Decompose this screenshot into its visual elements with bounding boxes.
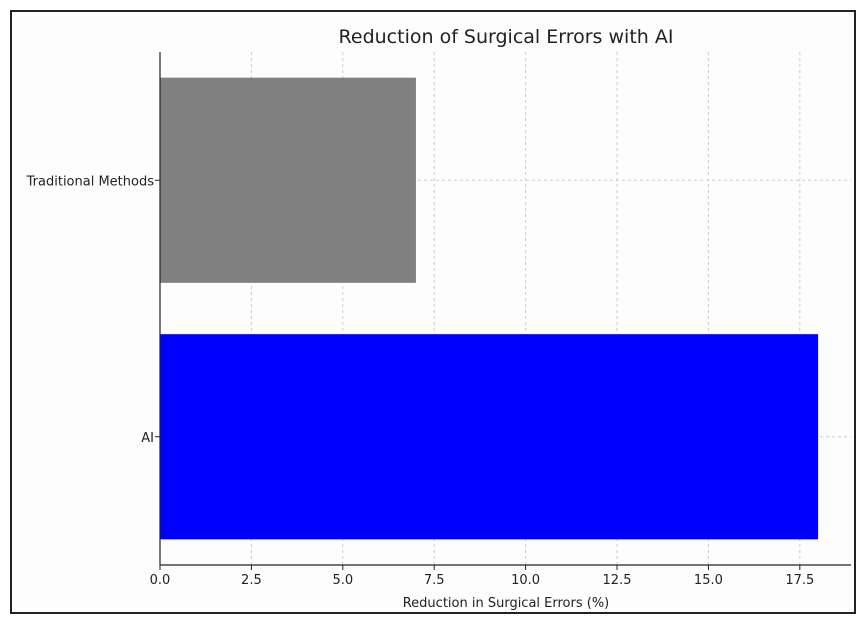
y-ticks: AI Traditional Methods	[26, 174, 160, 446]
y-tick-label: Traditional Methods	[26, 174, 155, 189]
x-tick-label: 7.5	[424, 573, 445, 588]
x-tick-label: 2.5	[241, 573, 262, 588]
bars	[160, 77, 819, 540]
x-tick-label: 0.0	[150, 573, 171, 588]
chart-title: Reduction of Surgical Errors with AI	[339, 26, 674, 48]
x-tick-label: 10.0	[511, 573, 540, 588]
bar-ai	[160, 334, 819, 540]
x-tick-label: 15.0	[694, 573, 723, 588]
x-ticks: 0.0 2.5 5.0 7.5 10.0 12.5 15.0 17.5	[150, 565, 814, 588]
x-axis-label: Reduction in Surgical Errors (%)	[403, 596, 610, 611]
axes	[159, 52, 851, 566]
x-tick-label: 5.0	[332, 573, 353, 588]
x-tick-label: 12.5	[603, 573, 632, 588]
x-tick-label: 17.5	[785, 573, 814, 588]
bar-traditional-methods	[160, 77, 416, 283]
y-tick-label: AI	[141, 431, 154, 446]
